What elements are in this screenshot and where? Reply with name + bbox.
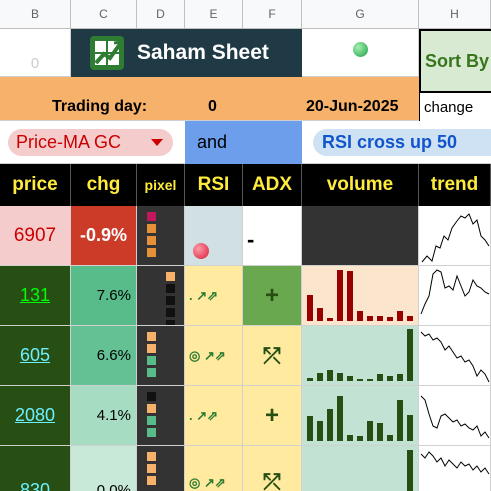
rsi-cell: . ↗⇗ bbox=[185, 266, 243, 326]
price-link[interactable]: 131 bbox=[19, 285, 51, 305]
app-title: Saham Sheet bbox=[137, 41, 269, 64]
table-row[interactable]: 131 bbox=[0, 266, 71, 326]
rsi-cell: ◎ ↗⇗ bbox=[185, 326, 243, 386]
trend-sparkline bbox=[419, 326, 491, 386]
pixel-cell bbox=[137, 386, 185, 446]
change-label: change bbox=[424, 98, 474, 116]
filter-left-label: Price-MA GC bbox=[16, 132, 122, 152]
index-rsi bbox=[185, 206, 243, 266]
index-volume bbox=[302, 206, 419, 266]
index-chg[interactable]: -0.9% bbox=[71, 206, 137, 266]
adx-cell: ⤱ bbox=[243, 326, 302, 386]
header-chg[interactable]: chg bbox=[71, 164, 137, 206]
chart-logo-icon bbox=[89, 35, 125, 71]
change-cell[interactable]: change bbox=[419, 93, 491, 121]
filter-joiner-cell[interactable]: and bbox=[185, 121, 302, 164]
volume-cell bbox=[302, 326, 419, 386]
rsi-cell: . ↗⇗ bbox=[185, 386, 243, 446]
trading-day-bar: Trading day: 0 20-Jun-2025 bbox=[0, 77, 419, 121]
trading-date[interactable]: 20-Jun-2025 bbox=[306, 98, 399, 115]
pixel-cell bbox=[137, 266, 185, 326]
volume-cell bbox=[302, 446, 419, 491]
price-link[interactable]: 605 bbox=[19, 345, 51, 365]
sort-by-cell[interactable]: Sort By bbox=[419, 29, 491, 93]
header-rsi[interactable]: RSI bbox=[185, 164, 243, 206]
app-banner: Saham Sheet bbox=[71, 29, 302, 77]
header-price[interactable]: price bbox=[0, 164, 71, 206]
col-header-f[interactable]: F bbox=[243, 0, 302, 29]
chg-cell[interactable]: 7.6% bbox=[71, 266, 137, 326]
adx-cell: + bbox=[243, 266, 302, 326]
trend-sparkline bbox=[419, 266, 491, 326]
table-row[interactable]: 830 bbox=[0, 446, 71, 491]
pixel-cell bbox=[137, 326, 185, 386]
red-dot-icon bbox=[193, 243, 209, 259]
index-pixel bbox=[137, 206, 185, 266]
filter-dropdown-right[interactable]: RSI cross up 50 bbox=[313, 129, 491, 156]
header-trend[interactable]: trend bbox=[419, 164, 491, 206]
filter-dropdown-left[interactable]: Price-MA GC bbox=[8, 129, 173, 156]
trading-day-value[interactable]: 0 bbox=[208, 98, 217, 115]
adx-cell: ⤱ bbox=[243, 446, 302, 491]
col-header-h[interactable]: H bbox=[419, 0, 491, 29]
index-adx: - bbox=[243, 206, 302, 266]
header-volume[interactable]: volume bbox=[302, 164, 419, 206]
pixel-cell bbox=[137, 446, 185, 491]
volume-cell bbox=[302, 386, 419, 446]
table-row[interactable]: 605 bbox=[0, 326, 71, 386]
col-header-c[interactable]: C bbox=[71, 0, 137, 29]
trend-sparkline bbox=[419, 386, 491, 446]
chg-cell[interactable]: 6.6% bbox=[71, 326, 137, 386]
trading-day-label: Trading day: bbox=[52, 98, 148, 115]
index-trend-sparkline bbox=[419, 206, 491, 266]
filter-right-label: RSI cross up 50 bbox=[322, 132, 458, 152]
index-price[interactable]: 6907 bbox=[0, 206, 71, 266]
status-cell bbox=[302, 29, 419, 77]
price-link[interactable]: 2080 bbox=[14, 405, 56, 425]
cell-b-zero[interactable]: 0 bbox=[0, 29, 71, 77]
adx-cell: + bbox=[243, 386, 302, 446]
sort-by-label: Sort By bbox=[425, 50, 490, 71]
table-row[interactable]: 2080 bbox=[0, 386, 71, 446]
col-header-e[interactable]: E bbox=[185, 0, 243, 29]
chg-cell[interactable]: 0.0% bbox=[71, 446, 137, 491]
filter-joiner-label: and bbox=[197, 132, 228, 152]
col-header-b[interactable]: B bbox=[0, 0, 71, 29]
chg-cell[interactable]: 4.1% bbox=[71, 386, 137, 446]
header-adx[interactable]: ADX bbox=[243, 164, 302, 206]
col-header-g[interactable]: G bbox=[302, 0, 419, 29]
col-header-d[interactable]: D bbox=[137, 0, 185, 29]
status-dot-icon bbox=[352, 42, 368, 57]
header-pixel[interactable]: pixel bbox=[137, 164, 185, 206]
chevron-down-icon bbox=[151, 139, 163, 146]
rsi-cell: ◎ ↗⇗ bbox=[185, 446, 243, 491]
price-link[interactable]: 830 bbox=[19, 480, 51, 491]
trend-sparkline bbox=[419, 446, 491, 491]
volume-cell bbox=[302, 266, 419, 326]
